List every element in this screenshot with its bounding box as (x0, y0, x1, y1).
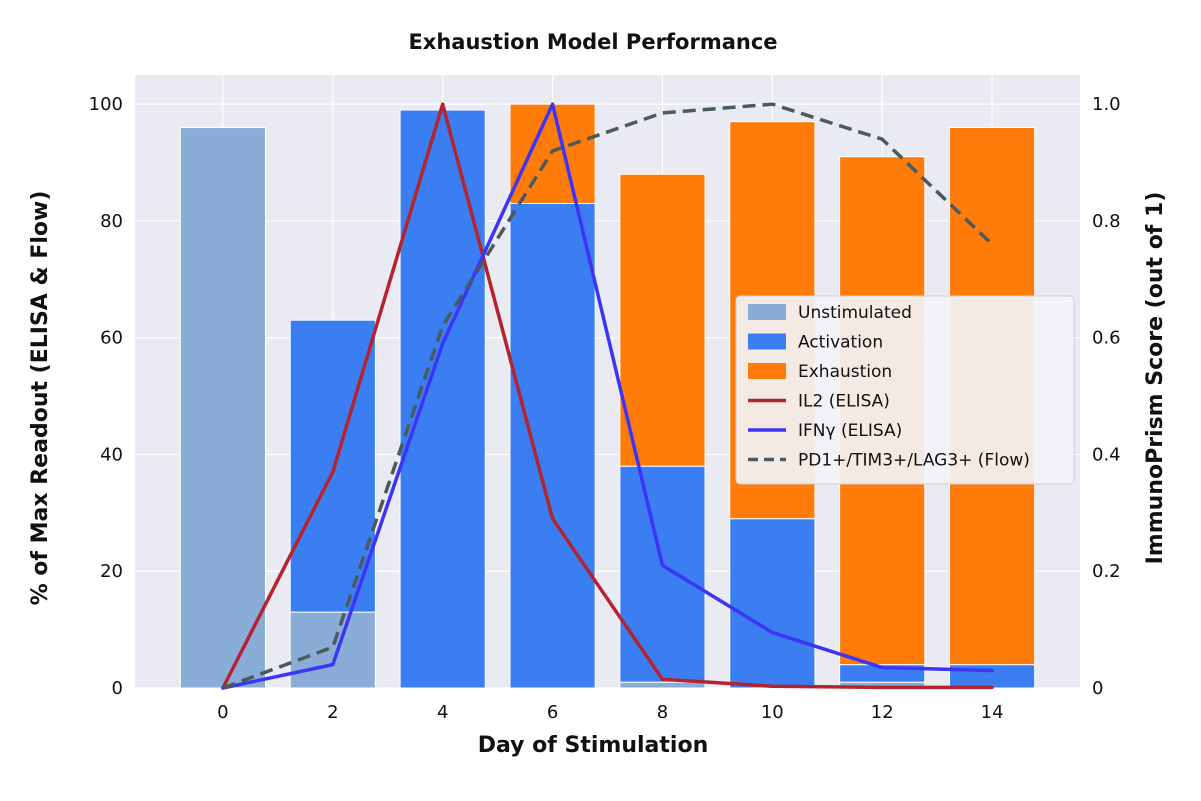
bar-activation-day-10 (729, 518, 816, 689)
bar-exhaustion-day-8 (619, 173, 706, 467)
y-tick-label: 0 (112, 678, 123, 699)
y-tick-label: 60 (100, 328, 123, 349)
y2-tick-labels: 0 0.2 0.4 0.6 0.8 1.0 (1092, 94, 1121, 699)
y2-tick-label: 0 (1092, 678, 1103, 699)
x-tick-label: 6 (547, 702, 558, 723)
y-tick-label: 20 (100, 561, 123, 582)
legend-label: IFNγ (ELISA) (798, 421, 902, 441)
line-series-1 (221, 102, 994, 690)
y2-axis-label: ImmunoPrism Score (out of 1) (1143, 192, 1168, 565)
y2-tick-label: 0.2 (1092, 561, 1121, 582)
y-axis-label: % of Max Readout (ELISA & Flow) (28, 191, 53, 606)
y2-tick-label: 0.8 (1092, 211, 1121, 232)
legend-label: Activation (798, 333, 883, 353)
y2-tick-label: 0.6 (1092, 328, 1121, 349)
line-series-2 (221, 102, 994, 690)
x-tick-label: 14 (981, 702, 1004, 723)
bar-activation-day-8 (619, 465, 706, 683)
bar-activation-day-6 (509, 202, 596, 689)
y2-tick-label: 0.4 (1092, 444, 1121, 465)
x-tick-label: 0 (217, 702, 228, 723)
legend-box (735, 295, 1075, 485)
legend-label: IL2 (ELISA) (798, 392, 890, 412)
y-tick-labels: 0 20 40 60 80 100 (89, 94, 123, 699)
x-tick-label: 10 (761, 702, 784, 723)
legend-label: PD1+/TIM3+/LAG3+ (Flow) (798, 451, 1030, 471)
bar-unstimulated-day-2 (289, 611, 376, 689)
x-tick-labels: 0 2 4 6 8 10 12 14 (217, 702, 1003, 723)
x-tick-label: 2 (327, 702, 338, 723)
line-series-3 (222, 102, 994, 690)
line-series-group (221, 102, 994, 690)
y-tick-label: 80 (100, 211, 123, 232)
legend-swatch (748, 333, 786, 350)
legend-label: Unstimulated (798, 303, 912, 323)
bar-activation-day-4 (399, 109, 486, 689)
bar-unstimulated-day-8 (619, 681, 706, 689)
y-tick-label: 100 (89, 94, 123, 115)
x-axis-label: Day of Stimulation (478, 733, 708, 758)
y2-tick-label: 1.0 (1092, 94, 1121, 115)
bar-unstimulated-day-0 (179, 127, 266, 689)
legend-label: Exhaustion (798, 362, 892, 382)
chart-title: Exhaustion Model Performance (408, 30, 777, 54)
legend-swatch (748, 304, 786, 320)
legend-swatch (748, 363, 786, 379)
x-tick-label: 8 (657, 702, 668, 723)
y-tick-label: 40 (100, 444, 123, 465)
x-tick-label: 12 (871, 702, 894, 723)
legend: Unstimulated Activation Exhaustion IL2 (ELI… (735, 295, 1075, 485)
x-tick-label: 4 (437, 702, 448, 723)
